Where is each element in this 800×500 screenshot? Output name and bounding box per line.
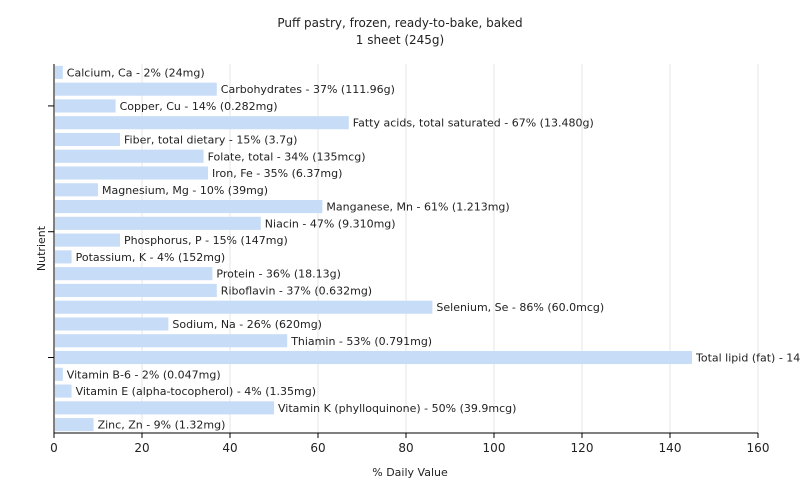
bar-label: Carbohydrates - 37% (111.96g) <box>221 83 395 96</box>
bar <box>55 132 120 147</box>
bar <box>55 65 63 79</box>
bar-label: Folate, total - 34% (135mcg) <box>208 150 366 163</box>
bar <box>55 99 116 113</box>
bar-label: Calcium, Ca - 2% (24mg) <box>67 66 205 79</box>
y-axis-label: Nutrient <box>35 225 48 271</box>
bar-label: Vitamin K (phylloquinone) - 50% (39.9mcg… <box>278 402 516 415</box>
bar-label: Fatty acids, total saturated - 67% (13.4… <box>353 117 594 130</box>
bar-label: Magnesium, Mg - 10% (39mg) <box>102 184 268 197</box>
bar-label: Sodium, Na - 26% (620mg) <box>172 318 322 331</box>
bar-label: Copper, Cu - 14% (0.282mg) <box>120 100 278 113</box>
x-tick-label: 20 <box>134 441 149 455</box>
x-tick-label: 100 <box>483 441 506 455</box>
bar-label: Protein - 36% (18.13g) <box>216 268 341 281</box>
bar-label: Vitamin B-6 - 2% (0.047mg) <box>67 368 221 381</box>
bar-label: Fiber, total dietary - 15% (3.7g) <box>124 133 297 146</box>
bar <box>55 267 213 281</box>
x-tick-label: 120 <box>571 441 594 455</box>
x-axis-label: % Daily Value <box>372 466 448 479</box>
bar <box>55 334 288 348</box>
bar-label: Phosphorus, P - 15% (147mg) <box>124 234 288 247</box>
bar <box>55 418 94 432</box>
bar <box>55 200 323 214</box>
x-tick-label: 160 <box>747 441 770 455</box>
bar-label: Iron, Fe - 35% (6.37mg) <box>212 167 342 180</box>
bar-label: Niacin - 47% (9.310mg) <box>265 217 396 230</box>
bar <box>55 183 98 197</box>
bar <box>55 300 433 314</box>
bar <box>55 283 217 297</box>
bar <box>55 82 217 96</box>
bar-label: Thiamin - 53% (0.791mg) <box>290 335 432 348</box>
bar <box>55 317 169 331</box>
bar-label: Potassium, K - 4% (152mg) <box>76 251 226 264</box>
chart-title: Puff pastry, frozen, ready-to-bake, bake… <box>277 16 523 30</box>
bar-label: Vitamin E (alpha-tocopherol) - 4% (1.35m… <box>76 385 316 398</box>
bar <box>55 250 72 264</box>
bar-label: Manganese, Mn - 61% (1.213mg) <box>326 201 509 214</box>
bar <box>55 166 208 180</box>
x-tick-label: 60 <box>310 441 325 455</box>
bar <box>55 350 692 365</box>
bar-label: Total lipid (fat) - 145% (94.32g) <box>695 352 800 365</box>
x-tick-label: 0 <box>50 441 58 455</box>
bar <box>55 116 349 130</box>
bar <box>55 149 204 163</box>
bar-label: Selenium, Se - 86% (60.0mcg) <box>436 301 604 314</box>
bar <box>55 384 72 398</box>
x-tick-label: 80 <box>398 441 413 455</box>
bar-label: Riboflavin - 37% (0.632mg) <box>221 284 372 297</box>
chart-subtitle: 1 sheet (245g) <box>355 33 445 47</box>
bar <box>55 367 63 381</box>
bar <box>55 401 274 415</box>
bar-label: Zinc, Zn - 9% (1.32mg) <box>98 419 226 432</box>
x-tick-label: 140 <box>659 441 682 455</box>
bar <box>55 233 120 247</box>
x-tick-label: 40 <box>222 441 237 455</box>
bar <box>55 216 261 230</box>
